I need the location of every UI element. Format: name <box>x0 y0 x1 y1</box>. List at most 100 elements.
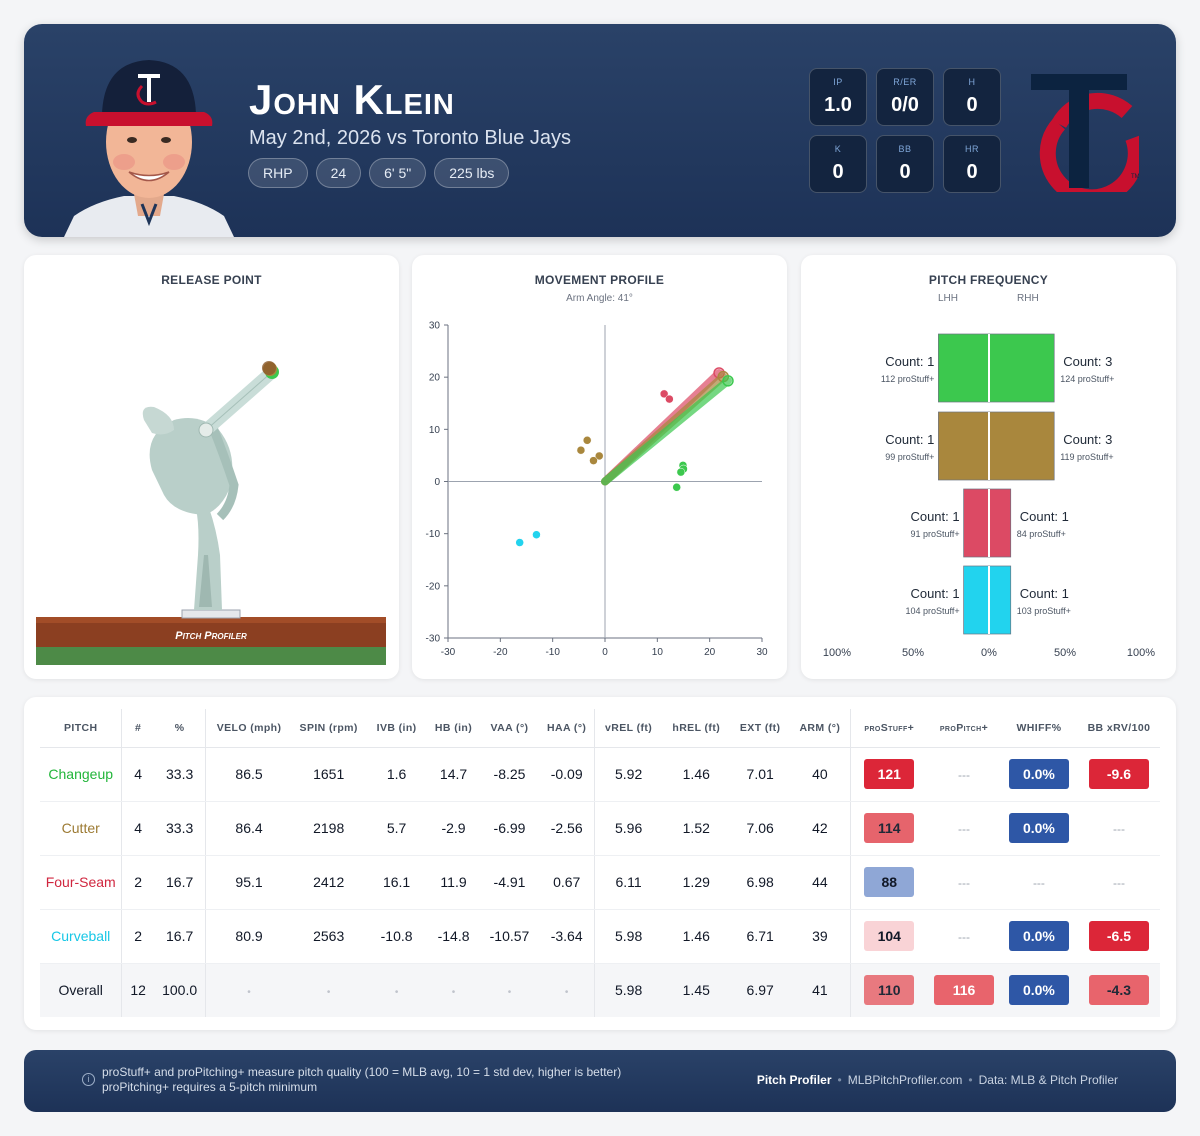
arm: 39 <box>790 909 851 964</box>
pitch-count: 4 <box>121 747 154 802</box>
lhh-prostuff-label: 112 proStuff+ <box>881 374 934 384</box>
prostuff-badge-cell: 88 <box>849 855 928 910</box>
movement-profile-card: -30 -20 -10 0 10 20 30 -30 -20 -10 0 10 20 30 MOVEMEN… <box>412 255 787 679</box>
pitch-point-four-seam <box>665 394 674 404</box>
y-tick-label: 10 <box>429 425 441 436</box>
col-vaa: VAA (°) <box>479 709 540 748</box>
haa: -2.56 <box>539 801 595 856</box>
footer-brand: Pitch Profiler <box>756 1073 832 1087</box>
trademark-text: TM <box>1131 174 1139 180</box>
hrel: 1.46 <box>662 909 731 964</box>
pitch-point-cutter <box>582 436 592 445</box>
propitching-badge: 116 <box>933 975 994 1006</box>
pitch-point-changeup <box>676 467 686 477</box>
prostuff-badge: 121 <box>864 759 915 789</box>
empty-dot: • <box>507 987 512 999</box>
pitch-profiler-brand: Pitch Profiler <box>175 630 247 642</box>
col-bb-xrv: BB xRV/100 <box>1077 709 1160 748</box>
ext: 7.01 <box>730 747 791 802</box>
empty-dot: • <box>247 987 251 999</box>
y-tick-label: 30 <box>429 321 441 332</box>
col-pct: % <box>153 709 206 748</box>
vaa: -10.57 <box>479 909 540 964</box>
spin: 1651 <box>291 747 366 802</box>
bb-xrv-badge: --- <box>1112 822 1125 836</box>
rhh-count-label: Count: 1 <box>1020 586 1069 601</box>
ext: 6.97 <box>730 963 791 1017</box>
table-header-row: PITCH # % VELO (mph) SPIN (rpm) IVB (in)… <box>40 709 1160 748</box>
hb: 14.7 <box>427 747 480 802</box>
col-propitching: proPitch+ <box>928 709 1000 748</box>
whiff-badge: 0.0% <box>1008 975 1069 1006</box>
stat-ip: IP 1.0 <box>809 68 867 126</box>
lhh-bar-curveball <box>963 565 990 635</box>
ext: 6.98 <box>730 855 791 910</box>
pitch-pct: 33.3 <box>153 801 206 856</box>
empty-dot: • <box>326 987 331 999</box>
release-point-title: RELEASE POINT <box>161 273 262 287</box>
footer-note: proStuff+ and proPitching+ measure pitch… <box>102 1065 621 1095</box>
velo: 86.5 <box>205 747 292 802</box>
pitch-count: 2 <box>121 909 154 964</box>
whiff-badge-cell: 0.0% <box>999 963 1078 1017</box>
col-prostuff: proStuff+ <box>849 709 928 748</box>
whiff-badge-cell: 0.0% <box>999 909 1078 964</box>
frequency-axis-tick: 100% <box>823 647 851 659</box>
stat-value: 0 <box>899 161 911 183</box>
propitching-badge: --- <box>957 930 970 944</box>
haa: -0.09 <box>539 747 595 802</box>
movement-scatter-chart: -30 -20 -10 0 10 20 30 -30 -20 -10 0 10 20 30 <box>426 321 768 659</box>
col-vrel: vREL (ft) <box>593 709 663 748</box>
col-whiff: WHIFF% <box>999 709 1078 748</box>
pitch-pct: 16.7 <box>153 855 206 910</box>
propitching-badge-cell: --- <box>928 909 1000 964</box>
pitch-point-cutter <box>589 456 598 465</box>
prostuff-badge: 110 <box>864 975 915 1006</box>
x-tick-label: -20 <box>493 647 508 658</box>
release-point-card: Pitch Profiler RELEASE POINT <box>24 255 399 679</box>
stat-label: H <box>968 77 976 87</box>
age-chip: 24 <box>315 158 362 188</box>
stat-value: 0 <box>966 94 978 116</box>
col-velo: VELO (mph) <box>205 709 292 748</box>
vaa: -8.25 <box>479 747 540 802</box>
frequency-axis-tick: 0% <box>981 647 997 659</box>
rhh-label: RHH <box>1017 293 1039 304</box>
footer-note-line-2: proPitching+ requires a 5-pitch minimum <box>102 1080 318 1094</box>
bb-xrv-badge: -9.6 <box>1088 759 1149 789</box>
rhh-bar-cutter <box>988 411 1055 481</box>
footer-site-link[interactable]: MLBPitchProfiler.com <box>847 1073 963 1087</box>
velo: 95.1 <box>205 855 292 910</box>
lhh-count-label: Count: 1 <box>885 432 934 447</box>
player-attributes: RHP 24 6' 5" 225 lbs <box>248 158 510 188</box>
arm-angle-subtitle: Arm Angle: 41° <box>566 293 633 304</box>
pitch-name: Four-Seam <box>40 855 122 910</box>
velo-empty: • <box>205 963 292 1017</box>
stat-label: HR <box>965 144 979 154</box>
pitch-pct: 16.7 <box>153 909 206 964</box>
empty-dot: • <box>451 987 456 999</box>
pitch-point-curveball <box>515 538 524 547</box>
propitching-badge: --- <box>957 822 970 836</box>
arm: 40 <box>790 747 851 802</box>
footer-credits: Pitch Profiler • MLBPitchProfiler.com • Data… <box>757 1073 1118 1087</box>
arm: 42 <box>790 801 851 856</box>
col-arm: ARM (°) <box>790 709 851 748</box>
rhh-prostuff-label: 103 proStuff+ <box>1017 606 1071 616</box>
x-tick-label: -10 <box>545 647 560 658</box>
whiff-badge-cell: 0.0% <box>999 747 1078 802</box>
ivb: 16.1 <box>365 855 428 910</box>
col-count: # <box>121 709 154 748</box>
lhh-prostuff-label: 104 proStuff+ <box>905 606 959 616</box>
stat-label: K <box>834 144 842 154</box>
lhh-count-label: Count: 1 <box>910 586 959 601</box>
bb-xrv-badge: --- <box>1112 876 1125 890</box>
frequency-title: PITCH FREQUENCY <box>928 273 1049 287</box>
empty-dot: • <box>564 987 569 999</box>
pitch-count: 2 <box>121 855 154 910</box>
prostuff-badge-cell: 104 <box>849 909 928 964</box>
ext: 7.06 <box>730 801 791 856</box>
hb: -14.8 <box>427 909 480 964</box>
pitch-point-changeup <box>672 482 681 492</box>
game-subtitle: May 2nd, 2026 vs Toronto Blue Jays <box>249 127 572 149</box>
